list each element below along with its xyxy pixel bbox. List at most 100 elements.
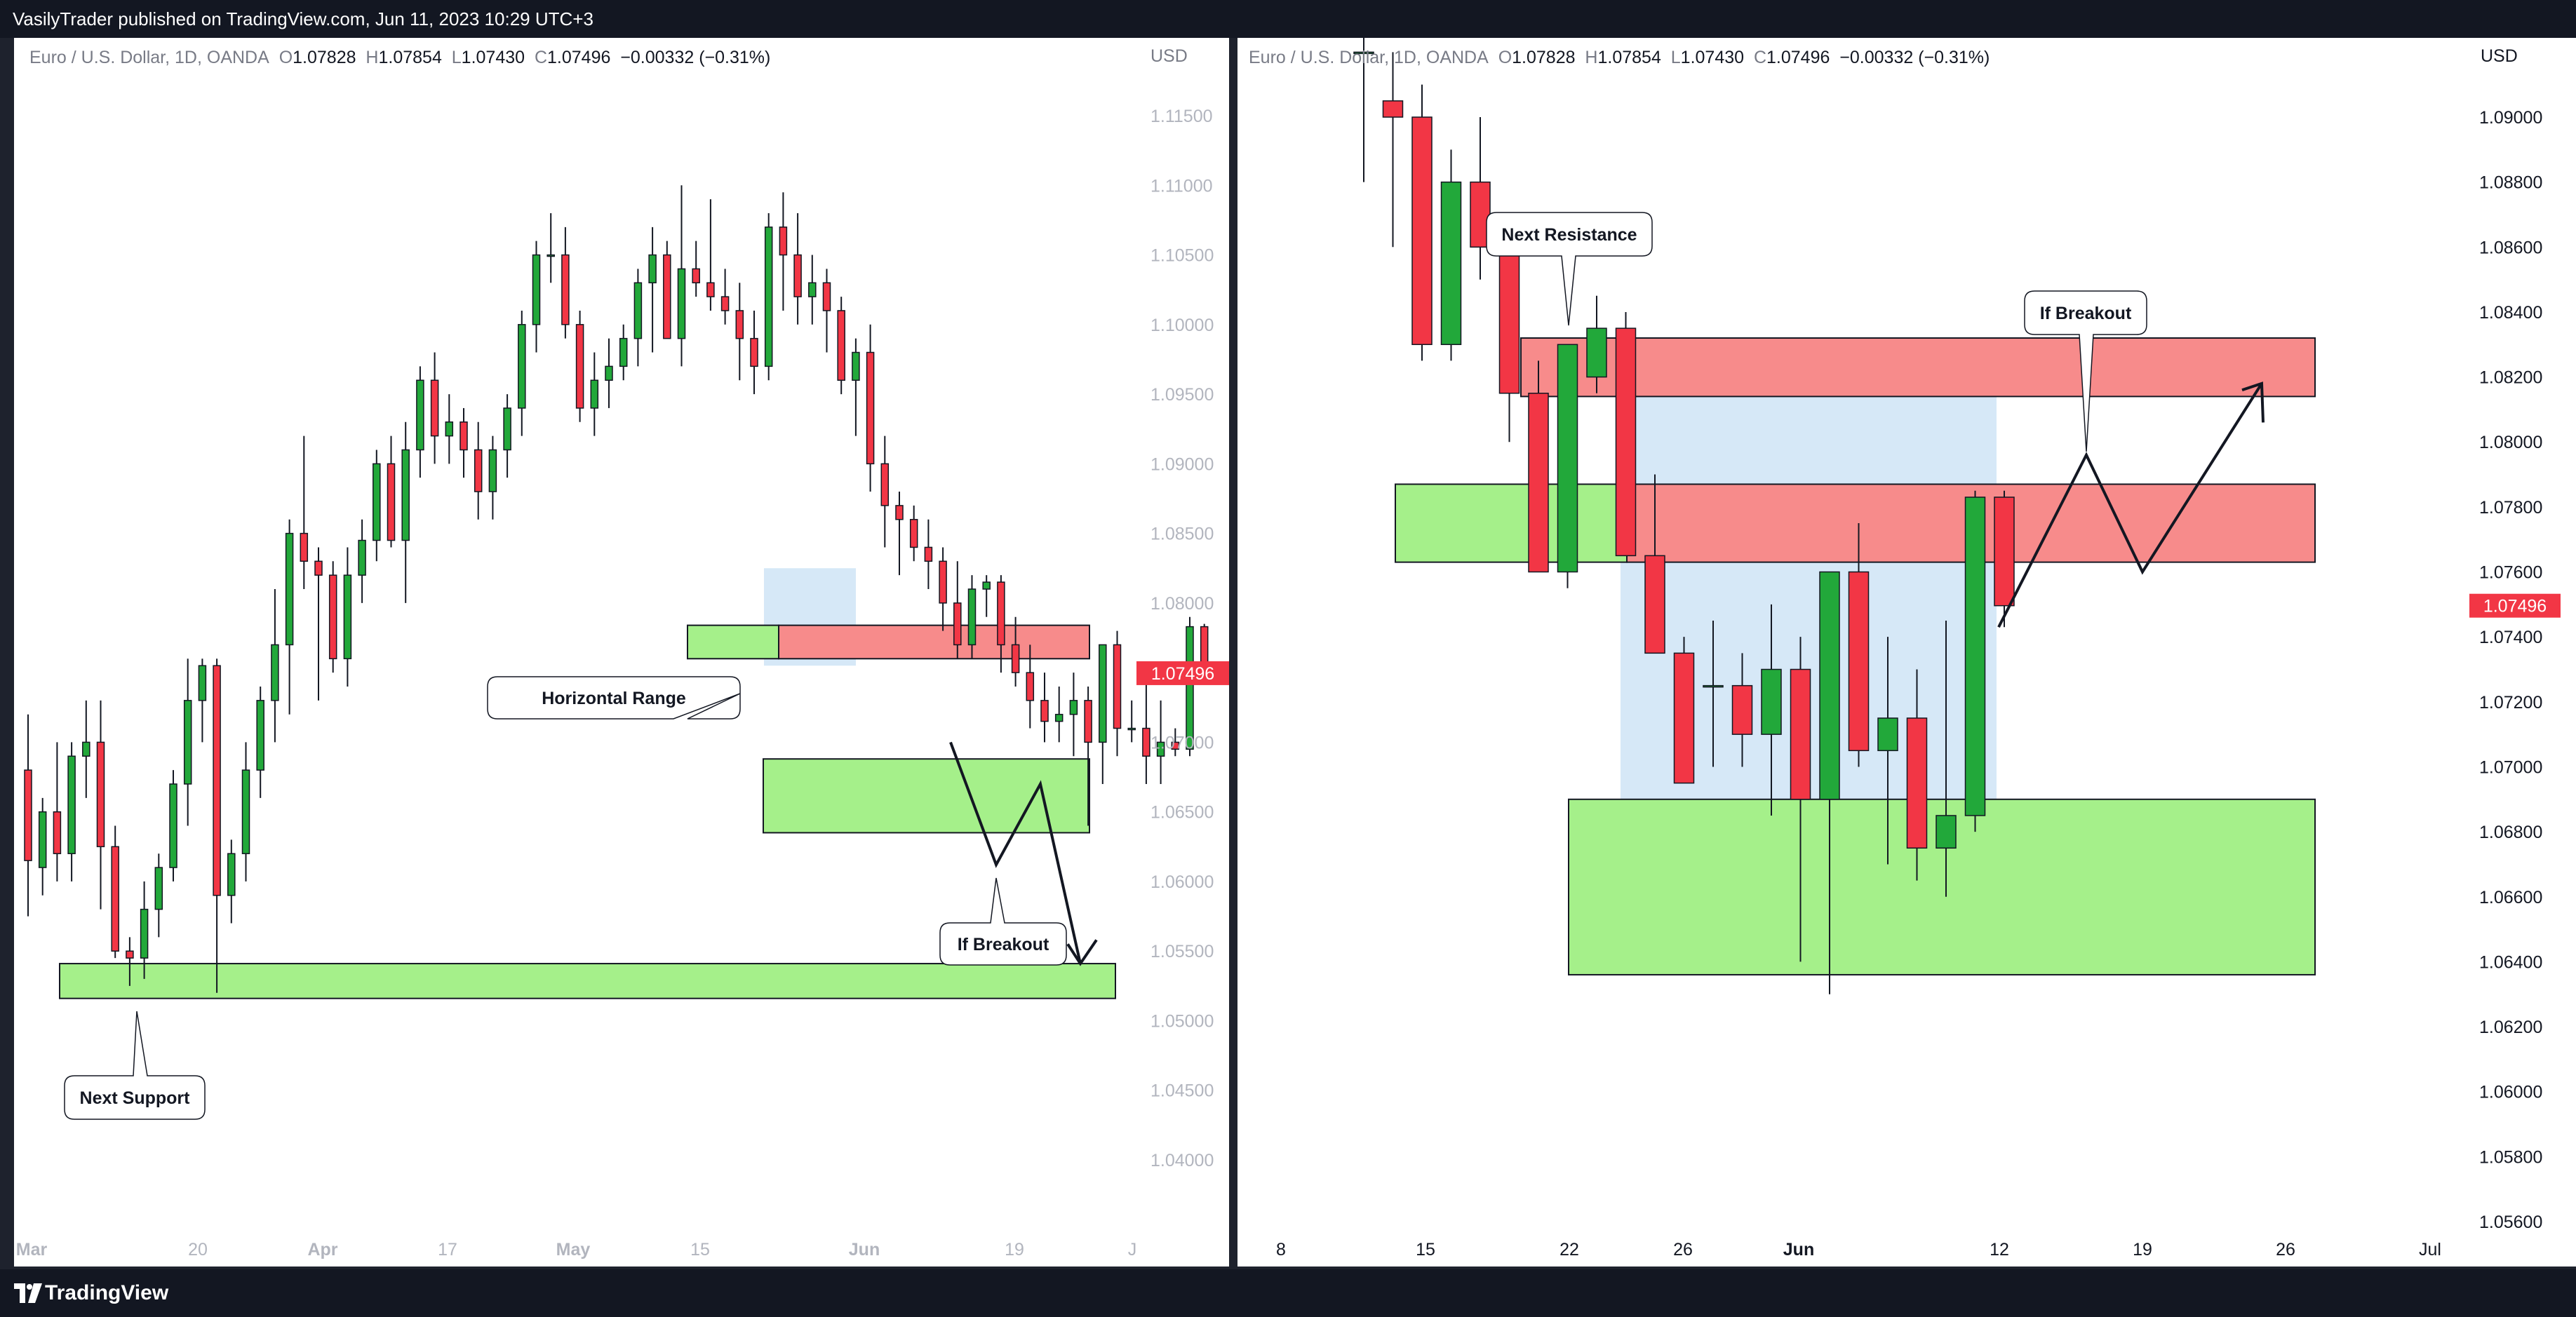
y-tick-label: 1.06200 xyxy=(2479,1018,2542,1037)
candle-body xyxy=(1411,116,1433,346)
candle-body xyxy=(1440,181,1462,346)
candle-body xyxy=(1964,497,1986,816)
next-resistance-callout-text: Next Resistance xyxy=(1501,225,1637,245)
close-value: 1.07496 xyxy=(1766,48,1830,67)
y-tick-label: 1.08000 xyxy=(1151,594,1214,614)
candle-body xyxy=(1113,644,1122,729)
right-ohlc-legend: Euro / U.S. Dollar, 1D, OANDA O1.07828 H… xyxy=(1249,48,1990,68)
candle-body xyxy=(605,365,613,381)
candle-body xyxy=(1382,100,1404,118)
next-support-callout-text: Next Support xyxy=(80,1088,191,1108)
candle-body xyxy=(1731,684,1753,735)
candle-body xyxy=(140,908,149,959)
candle-body xyxy=(837,310,845,381)
y-tick-label: 1.06800 xyxy=(2479,823,2542,842)
right-chart-canvas[interactable]: Next Resistance If Breakout 1.09000 1.08800… xyxy=(1237,38,2576,1267)
candle-body xyxy=(720,296,730,311)
candle-body xyxy=(401,449,410,541)
close-key: C xyxy=(1753,48,1767,67)
candle-body xyxy=(532,254,541,325)
candle-body xyxy=(38,811,47,868)
y-tick-label: 1.08000 xyxy=(2479,433,2542,452)
candle-body xyxy=(1498,246,1520,394)
left-chart-canvas[interactable]: Horizontal Range If Breakout Next Support 1… xyxy=(14,38,1229,1267)
left-ohlc-legend: Euro / U.S. Dollar, 1D, OANDA O1.07828 H… xyxy=(29,48,770,68)
close-key: C xyxy=(534,48,548,67)
candle-body xyxy=(1026,672,1035,701)
candle-body xyxy=(1557,344,1578,573)
last-price-tag xyxy=(2469,593,2561,618)
candle-body xyxy=(53,811,62,854)
candle-body xyxy=(1615,327,1637,557)
candle-body xyxy=(1186,626,1194,750)
candle-body xyxy=(575,324,584,409)
candle-body xyxy=(358,539,366,576)
candle-body xyxy=(1171,741,1180,750)
range-top-green-zone xyxy=(687,624,779,660)
y-tick-label: 1.05600 xyxy=(2479,1213,2542,1232)
x-tick-label: 20 xyxy=(188,1240,208,1259)
y-tick-label: 1.08200 xyxy=(2479,368,2542,388)
range-bottom-zone xyxy=(763,758,1090,834)
candle-body xyxy=(1099,644,1107,743)
candle-body xyxy=(677,268,686,339)
x-tick-label: 22 xyxy=(1559,1240,1579,1259)
y-tick-label: 1.07200 xyxy=(2479,693,2542,712)
y-tick-label: 1.10500 xyxy=(1151,246,1214,266)
candle-body xyxy=(416,379,424,451)
candle-body xyxy=(1936,815,1957,849)
candle-body xyxy=(1040,700,1049,722)
open-key: O xyxy=(279,48,293,67)
next-support-zone xyxy=(59,963,1116,999)
x-tick-label: 26 xyxy=(2276,1240,2295,1259)
left-chart-panel[interactable]: Horizontal Range If Breakout Next Support 1… xyxy=(14,38,1229,1267)
candle-body xyxy=(285,532,294,646)
candle-body xyxy=(997,581,1005,646)
candle-body xyxy=(67,755,76,854)
high-value: 1.07854 xyxy=(378,48,442,67)
candle-body xyxy=(430,379,439,437)
y-tick-label: 1.04000 xyxy=(1151,1151,1214,1170)
candle-body xyxy=(546,254,555,257)
if-breakout-callout-text: If Breakout xyxy=(958,935,1049,954)
candle-body xyxy=(982,581,991,590)
publish-text: VasilyTrader published on TradingView.co… xyxy=(13,8,593,29)
candle-body xyxy=(793,254,802,297)
y-tick-label: 1.05000 xyxy=(1151,1011,1214,1031)
x-tick-label: Apr xyxy=(307,1240,337,1259)
y-tick-label: 1.08400 xyxy=(2479,303,2542,323)
next-resistance-zone xyxy=(1520,337,2316,398)
arrow-head-icon xyxy=(2241,381,2265,423)
candle-body xyxy=(939,560,947,604)
candle-body xyxy=(1011,644,1020,673)
candle-body xyxy=(735,310,744,339)
last-price-text: 1.07496 xyxy=(1151,664,1214,684)
y-tick-label: 1.08800 xyxy=(2479,173,2542,193)
candle-body xyxy=(1142,727,1151,757)
candle-body xyxy=(1586,327,1607,378)
candle-body xyxy=(1703,684,1724,688)
right-chart-panel[interactable]: Next Resistance If Breakout 1.09000 1.08800… xyxy=(1237,38,2576,1267)
candle-body xyxy=(924,546,933,562)
change-value: −0.00332 (−0.31%) xyxy=(620,48,771,67)
candle-body xyxy=(822,282,831,311)
candle-body xyxy=(241,769,250,854)
x-tick-label: 15 xyxy=(1416,1240,1435,1259)
y-tick-label: 1.06000 xyxy=(2479,1083,2542,1102)
candle-body xyxy=(706,282,715,297)
open-key: O xyxy=(1498,48,1512,67)
if-breakout-callout: If Breakout xyxy=(2024,290,2147,452)
y-tick-label: 1.04500 xyxy=(1151,1081,1214,1101)
y-tick-label: 1.09000 xyxy=(2479,108,2542,128)
low-key: L xyxy=(1670,48,1681,67)
y-tick-label: 1.07400 xyxy=(2479,628,2542,647)
candle-body xyxy=(1069,700,1078,715)
support-green-zone xyxy=(1395,483,1628,563)
candle-body xyxy=(750,337,758,367)
candle-body xyxy=(663,254,671,339)
candle-body xyxy=(227,853,236,896)
y-tick-label: 1.09500 xyxy=(1151,385,1214,405)
candle-body xyxy=(1790,668,1811,800)
candle-body xyxy=(1084,700,1092,743)
candle-body xyxy=(256,700,264,771)
